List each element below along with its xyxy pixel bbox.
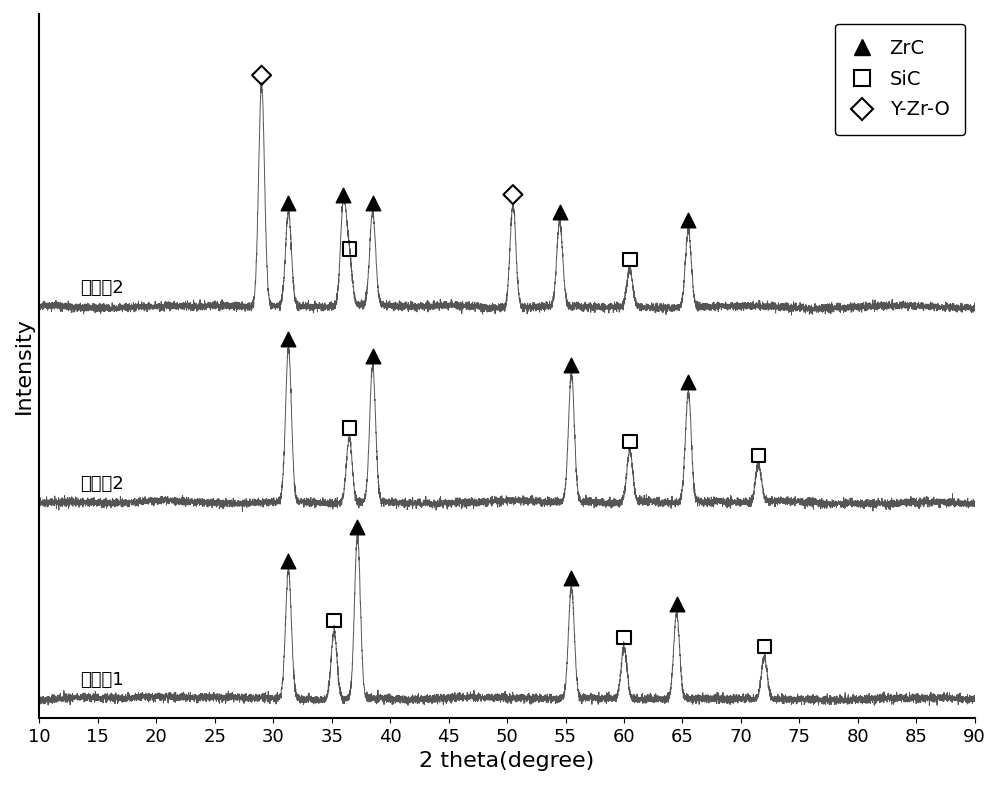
Point	[280, 333, 296, 345]
Point	[756, 640, 772, 652]
Legend: ZrC, SiC, Y-Zr-O: ZrC, SiC, Y-Zr-O	[835, 24, 965, 135]
Point	[552, 206, 568, 218]
Point	[669, 597, 685, 610]
Point	[680, 376, 696, 389]
Point	[341, 243, 357, 255]
Text: 对比例1: 对比例1	[80, 671, 124, 689]
Text: 实施例2: 实施例2	[80, 279, 124, 297]
Point	[505, 188, 521, 201]
Point	[349, 520, 365, 533]
Y-axis label: Intensity: Intensity	[14, 317, 34, 414]
Point	[341, 422, 357, 434]
Point	[335, 188, 351, 201]
Text: 对比例2: 对比例2	[80, 475, 124, 493]
Point	[254, 69, 270, 82]
Point	[563, 359, 579, 371]
X-axis label: 2 theta(degree): 2 theta(degree)	[419, 751, 595, 771]
Point	[365, 350, 381, 363]
Point	[563, 571, 579, 584]
Point	[622, 253, 638, 265]
Point	[280, 555, 296, 568]
Point	[616, 631, 632, 644]
Point	[280, 197, 296, 210]
Point	[680, 214, 696, 226]
Point	[365, 197, 381, 210]
Point	[326, 615, 342, 627]
Point	[750, 449, 766, 462]
Point	[622, 436, 638, 448]
